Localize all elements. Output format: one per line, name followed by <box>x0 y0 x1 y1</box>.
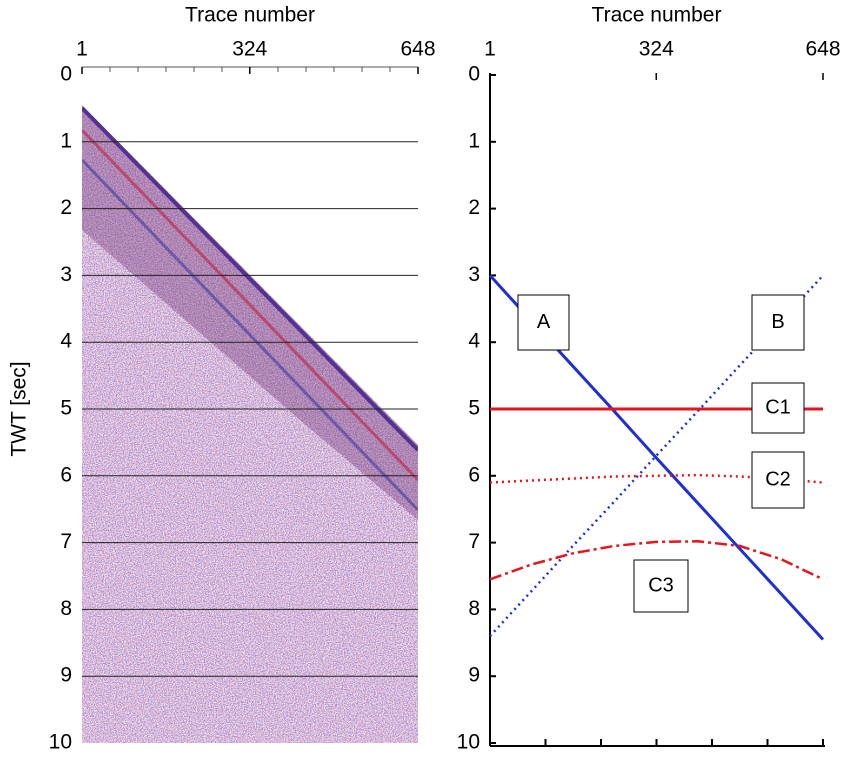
x-axis-label: Trace number <box>185 4 315 27</box>
annotation-frame <box>517 294 570 351</box>
annotation-box: C3 <box>633 559 689 613</box>
annotation-label: A <box>537 311 551 333</box>
x-tick-label: 324 <box>232 38 267 61</box>
y-tick-label: 0 <box>468 63 480 86</box>
annotation-label: C2 <box>765 468 791 490</box>
y-tick-label: 1 <box>60 129 72 152</box>
x-tick-label: 1 <box>484 38 496 61</box>
annotation-box: A <box>517 294 570 351</box>
annotation-frame <box>633 559 689 613</box>
annotation-frame <box>751 382 805 434</box>
annotation-label: C3 <box>648 574 674 596</box>
y-tick-label: 6 <box>60 463 72 486</box>
y-tick-label: 10 <box>49 731 72 754</box>
annotation-box: C2 <box>751 451 805 509</box>
x-tick-label: 324 <box>639 38 674 61</box>
y-tick-label: 3 <box>60 263 72 286</box>
y-tick-label: 10 <box>457 731 480 754</box>
y-tick-label: 0 <box>60 63 72 86</box>
annotation-label: B <box>771 311 784 333</box>
x-tick-label: 1 <box>76 38 88 61</box>
x-tick-label: 648 <box>805 38 840 61</box>
y-tick-label: 2 <box>60 196 72 219</box>
y-tick-label: 1 <box>468 129 480 152</box>
series-line <box>489 540 824 581</box>
seismic-image <box>82 105 418 743</box>
annotation-label: C1 <box>765 396 791 418</box>
y-tick-label: 6 <box>468 463 480 486</box>
y-tick-label: 3 <box>468 263 480 286</box>
annotation-box: B <box>751 294 805 351</box>
y-tick-label: 4 <box>60 330 72 353</box>
x-axis-label: Trace number <box>592 4 722 27</box>
annotation-box: C1 <box>751 382 805 434</box>
y-tick-label: 7 <box>60 530 72 553</box>
y-tick-label: 9 <box>468 664 480 687</box>
y-tick-label: 2 <box>468 196 480 219</box>
y-tick-label: 8 <box>468 597 480 620</box>
y-tick-label: 7 <box>468 530 480 553</box>
annotation-frame <box>751 294 805 351</box>
y-axis-label: TWT [sec] <box>8 361 31 456</box>
y-tick-label: 4 <box>468 330 480 353</box>
y-tick-label: 9 <box>60 664 72 687</box>
annotation-frame <box>751 451 805 509</box>
y-tick-label: 5 <box>468 397 480 420</box>
y-tick-label: 8 <box>60 597 72 620</box>
y-tick-label: 5 <box>60 397 72 420</box>
x-tick-label: 648 <box>400 38 435 61</box>
